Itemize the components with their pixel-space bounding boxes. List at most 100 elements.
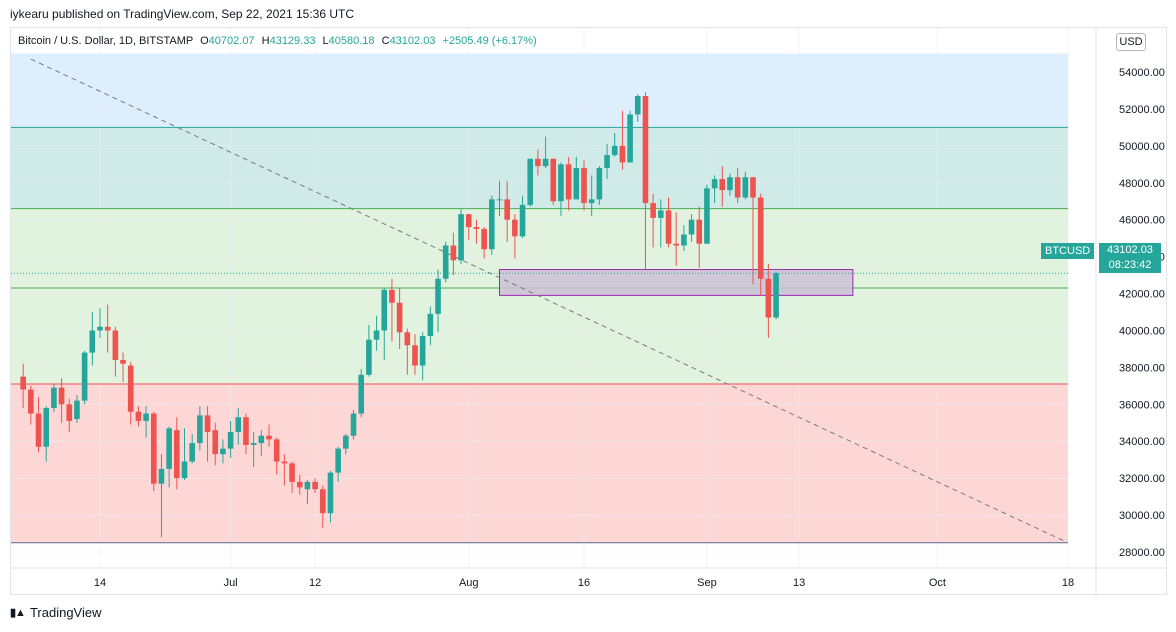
candle [174, 417, 180, 490]
candle-body [327, 472, 334, 514]
candle [504, 180, 510, 242]
candle [273, 437, 280, 475]
candle-body [757, 197, 764, 279]
candle-body [258, 435, 265, 444]
candle [258, 430, 265, 456]
candle-body [335, 448, 341, 473]
x-tick-label: 12 [309, 577, 321, 589]
legend-high-value: 43129.33 [269, 35, 316, 47]
candle-body [81, 352, 88, 401]
candle [642, 92, 649, 270]
footer-brand[interactable]: TradingView [29, 605, 102, 620]
candle-body [550, 158, 557, 202]
candle [389, 278, 395, 342]
candle [496, 180, 503, 216]
candle-body [704, 188, 710, 244]
y-tick-label: 40000.00 [1119, 325, 1165, 337]
x-tick-label: Oct [929, 577, 946, 589]
legend-symbol: Bitcoin / U.S. Dollar, 1D, BITSTAMP [18, 35, 194, 47]
candle-body [481, 228, 487, 250]
candle [527, 158, 534, 207]
candle-body [319, 489, 326, 514]
candle [588, 175, 595, 216]
candle-body [642, 96, 649, 204]
tradingview-logo-icon[interactable]: ▮▲ [10, 607, 26, 619]
x-tick-label: 18 [1062, 577, 1074, 589]
candle [35, 396, 42, 453]
candle-body [104, 326, 111, 331]
x-tick-label: 13 [793, 577, 805, 589]
candle-body [20, 376, 26, 390]
candle-body [135, 411, 142, 421]
candle [335, 446, 341, 482]
candle-body [750, 177, 756, 198]
candle-body [120, 360, 126, 364]
candle [112, 326, 119, 377]
x-tick-label: 14 [94, 577, 106, 589]
legend-change: +2505.49 (+6.17%) [442, 35, 537, 47]
candle-body [43, 408, 50, 447]
candle-body [450, 245, 457, 261]
candle-body [181, 461, 188, 479]
candle-body [650, 203, 656, 218]
candle [450, 232, 457, 276]
y-tick-label: 54000.00 [1119, 67, 1165, 79]
candle [665, 197, 672, 248]
candle-body [435, 278, 441, 314]
candle [396, 288, 403, 349]
candle [535, 149, 541, 176]
candle [358, 369, 365, 418]
currency-button[interactable]: USD [1116, 33, 1146, 51]
candle-body [734, 177, 741, 198]
candle [104, 304, 111, 353]
candle-body [465, 214, 472, 228]
candle-body [235, 417, 242, 432]
candle [266, 424, 272, 447]
candle [542, 136, 549, 168]
candle-body [519, 204, 526, 237]
candle-body [565, 164, 572, 200]
candle-body [527, 158, 534, 205]
candle-body [166, 428, 172, 469]
candle-body [243, 417, 249, 445]
candle [719, 166, 726, 207]
candle [581, 160, 587, 211]
candle [350, 409, 357, 440]
candle [43, 406, 50, 462]
symbol-badge: BTCUSD [1041, 243, 1095, 259]
candle-body [350, 413, 357, 436]
y-tick-label: 48000.00 [1119, 178, 1165, 190]
ohlc-legend: Bitcoin / U.S. Dollar, 1D, BITSTAMP O407… [18, 35, 537, 47]
candle [711, 175, 718, 204]
candle-body [542, 158, 549, 167]
y-tick-label: 30000.00 [1119, 510, 1165, 522]
candle-body [273, 439, 280, 462]
grid-layer [11, 28, 1069, 568]
candle [658, 199, 664, 248]
candle [565, 156, 572, 211]
last-price-label: 43102.03 [1107, 244, 1153, 256]
candle [227, 420, 234, 458]
candle [473, 219, 480, 244]
candle [611, 132, 618, 157]
candle-body [727, 177, 733, 191]
legend-open-label: O [200, 35, 209, 47]
candle [366, 324, 372, 377]
candle-body [504, 199, 510, 220]
candle-body [28, 389, 34, 414]
candle-body [535, 158, 541, 167]
candle [312, 478, 318, 493]
candle [773, 271, 779, 320]
candle [604, 144, 610, 180]
candle-body [266, 435, 272, 440]
zone-blue [11, 53, 1068, 128]
candle [304, 480, 311, 504]
candle-body [389, 289, 395, 303]
candle [681, 225, 687, 252]
candle-body [112, 330, 119, 360]
candle-body [673, 243, 679, 246]
candle-body [619, 145, 626, 163]
candle-body [220, 448, 226, 455]
candle-body [588, 199, 595, 204]
